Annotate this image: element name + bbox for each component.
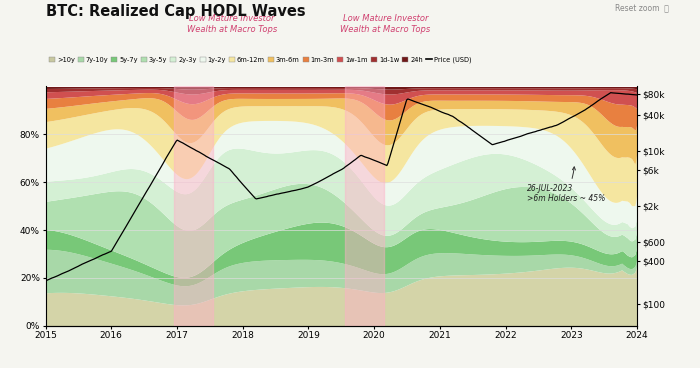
- Text: Low Mature Investor
Wealth at Macro Tops: Low Mature Investor Wealth at Macro Tops: [187, 14, 277, 34]
- Text: BTC: Realized Cap HODL Waves: BTC: Realized Cap HODL Waves: [46, 4, 305, 19]
- Legend: >10y, 7y-10y, 5y-7y, 3y-5y, 2y-3y, 1y-2y, 6m-12m, 3m-6m, 1m-3m, 1w-1m, 1d-1w, 24: >10y, 7y-10y, 5y-7y, 3y-5y, 2y-3y, 1y-2y…: [49, 57, 472, 63]
- Text: Reset zoom  ⧄: Reset zoom ⧄: [615, 4, 668, 13]
- Text: 26-JUL-2023
>6m Holders ~ 45%: 26-JUL-2023 >6m Holders ~ 45%: [527, 167, 606, 203]
- Bar: [174, 86, 213, 326]
- Bar: [344, 86, 384, 326]
- Text: Low Mature Investor
Wealth at Macro Tops: Low Mature Investor Wealth at Macro Tops: [340, 14, 430, 34]
